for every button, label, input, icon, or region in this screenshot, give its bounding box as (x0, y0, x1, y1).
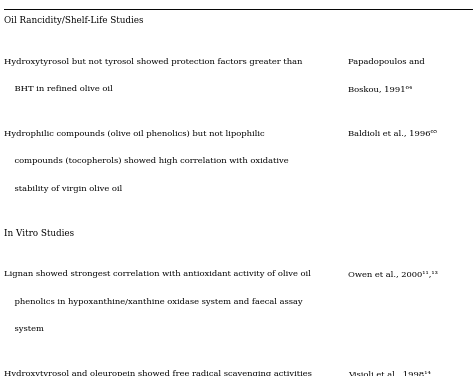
Text: stability of virgin olive oil: stability of virgin olive oil (4, 185, 122, 193)
Text: Boskou, 1991⁶⁴: Boskou, 1991⁶⁴ (348, 85, 413, 93)
Text: Hydroxytyrosol and oleuropein showed free radical scavenging activities: Hydroxytyrosol and oleuropein showed fre… (4, 370, 312, 376)
Text: Hydrophilic compounds (olive oil phenolics) but not lipophilic: Hydrophilic compounds (olive oil phenoli… (4, 130, 264, 138)
Text: system: system (4, 325, 44, 334)
Text: Visioli et al., 1998¹⁴: Visioli et al., 1998¹⁴ (348, 370, 431, 376)
Text: Owen et al., 2000¹¹,¹³: Owen et al., 2000¹¹,¹³ (348, 270, 438, 279)
Text: Lignan showed strongest correlation with antioxidant activity of olive oil: Lignan showed strongest correlation with… (4, 270, 310, 279)
Text: compounds (tocopherols) showed high correlation with oxidative: compounds (tocopherols) showed high corr… (4, 157, 288, 165)
Text: Oil Rancidity/Shelf-Life Studies: Oil Rancidity/Shelf-Life Studies (4, 16, 143, 25)
Text: In Vitro Studies: In Vitro Studies (4, 229, 74, 238)
Text: Baldioli et al., 1996⁶⁵: Baldioli et al., 1996⁶⁵ (348, 130, 438, 138)
Text: Papadopoulos and: Papadopoulos and (348, 58, 425, 66)
Text: BHT in refined olive oil: BHT in refined olive oil (4, 85, 112, 93)
Text: Hydroxytyrosol but not tyrosol showed protection factors greater than: Hydroxytyrosol but not tyrosol showed pr… (4, 58, 302, 66)
Text: phenolics in hypoxanthine/xanthine oxidase system and faecal assay: phenolics in hypoxanthine/xanthine oxida… (4, 298, 302, 306)
